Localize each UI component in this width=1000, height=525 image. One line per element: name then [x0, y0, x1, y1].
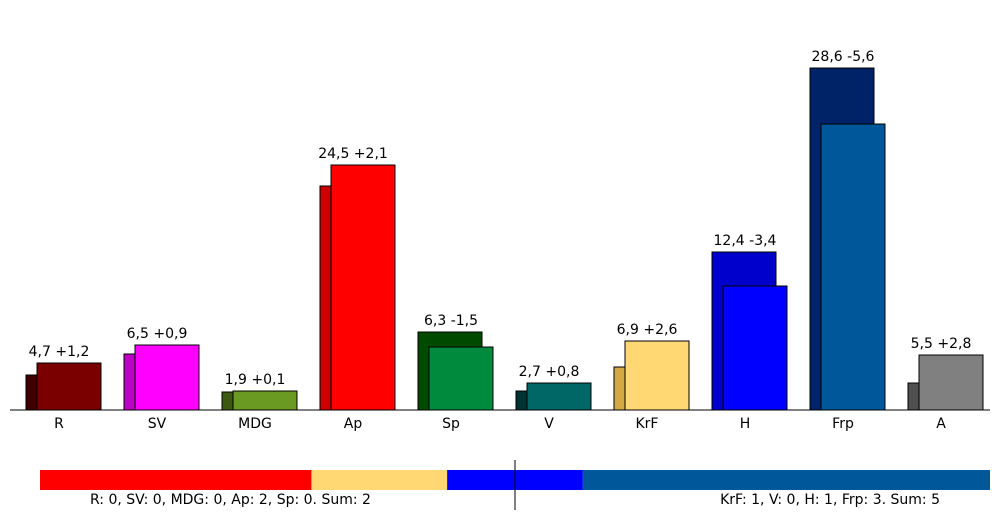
seat-text-left: R: 0, SV: 0, MDG: 0, Ap: 2, Sp: 0. Sum: …	[90, 492, 371, 508]
bar	[820, 123, 886, 411]
value-label: 28,6 -5,6	[812, 49, 875, 65]
seat-segment	[40, 470, 312, 490]
x-tick-label: MDG	[238, 416, 272, 432]
x-tick-label: KrF	[636, 416, 659, 432]
bar	[330, 164, 396, 411]
bar	[624, 340, 690, 411]
value-label: 2,7 +0,8	[519, 364, 580, 380]
bar	[232, 390, 298, 411]
x-tick-label: SV	[148, 416, 167, 432]
value-label: 6,5 +0,9	[127, 326, 188, 342]
value-label: 4,7 +1,2	[29, 344, 90, 360]
x-tick-label: A	[936, 416, 946, 432]
x-tick-label: V	[544, 416, 554, 432]
bar	[918, 354, 984, 411]
value-label: 5,5 +2,8	[911, 336, 972, 352]
bar	[36, 362, 102, 411]
x-tick-label: Frp	[832, 416, 854, 432]
bar	[526, 382, 592, 411]
bar	[428, 346, 494, 411]
value-label: 24,5 +2,1	[318, 146, 388, 162]
x-tick-label: H	[740, 416, 751, 432]
seat-text-right: KrF: 1, V: 0, H: 1, Frp: 3. Sum: 5	[720, 492, 940, 508]
x-tick-label: Ap	[344, 416, 363, 432]
seat-segment	[582, 470, 990, 490]
value-label: 6,3 -1,5	[424, 313, 478, 329]
value-label: 12,4 -3,4	[714, 233, 777, 249]
bar	[134, 344, 200, 411]
bar	[722, 285, 788, 411]
x-tick-label: R	[54, 416, 64, 432]
seat-segment	[311, 470, 448, 490]
value-label: 6,9 +2,6	[617, 322, 678, 338]
x-tick-label: Sp	[442, 416, 460, 432]
value-label: 1,9 +0,1	[225, 372, 286, 388]
